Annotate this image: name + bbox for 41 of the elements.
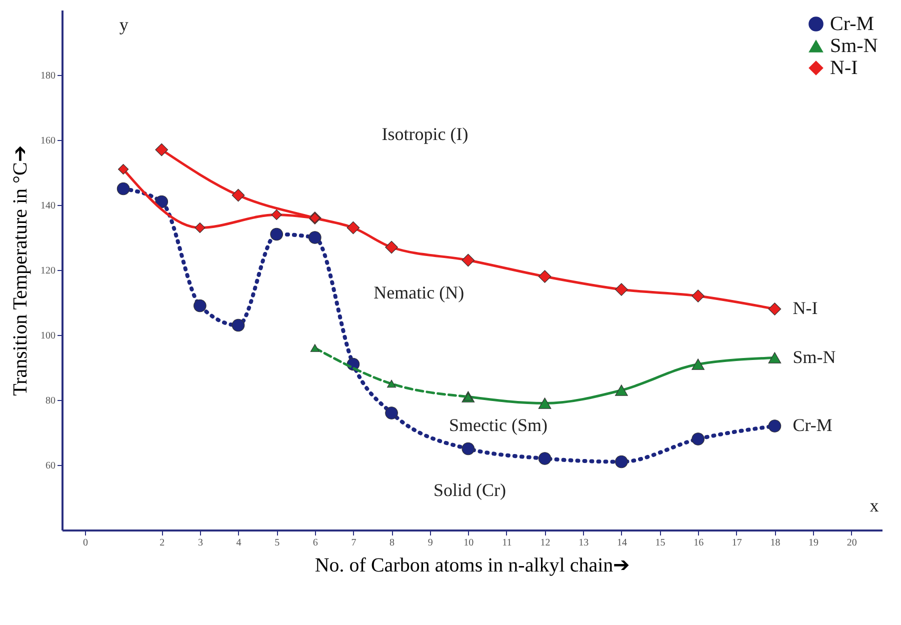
x-tick-label: 0 <box>82 538 88 548</box>
y-tick-label: 160 <box>40 136 56 146</box>
x-tick-label: 4 <box>236 538 242 548</box>
x-tick-label: 15 <box>655 538 666 548</box>
x-tick-label: 10 <box>464 538 474 548</box>
y-tick-label: 100 <box>40 330 56 342</box>
x-tick-label: 7 <box>351 538 356 548</box>
y-tick-label: 60 <box>46 460 56 472</box>
legend-label: Cr-M <box>830 13 874 35</box>
text: N-I <box>792 298 818 318</box>
x-tick-label: 8 <box>390 538 395 548</box>
x-tick-label: 9 <box>428 538 433 548</box>
y-tick-label: 80 <box>46 396 56 406</box>
x-tick-label: 18 <box>770 538 780 548</box>
y-axis-title: Transition Temperature in °C➔ <box>10 145 32 396</box>
x-tick-label: 17 <box>732 538 742 548</box>
y-tick-label: 140 <box>40 200 56 212</box>
x-tick-label: 19 <box>808 538 819 548</box>
annotation: Nematic (N) <box>374 282 464 302</box>
x-tick-label: 14 <box>616 538 627 548</box>
x-tick-label: 3 <box>198 538 203 548</box>
x-axis-title: No. of Carbon atoms in n-alkyl chain➔ <box>314 554 630 576</box>
legend-label: Sm-N <box>830 35 878 57</box>
x-tick-label: 20 <box>846 538 857 548</box>
x-tick-label: 11 <box>502 538 512 548</box>
text: Sm-N <box>792 346 836 367</box>
x-tick-label: 5 <box>274 538 280 548</box>
text: Cr-M <box>792 415 832 435</box>
x-tick-label: 16 <box>694 538 704 548</box>
annotation: x <box>870 496 879 516</box>
annotation: y <box>119 14 128 35</box>
annotation: Smectic (Sm) <box>449 415 548 435</box>
y-tick-label: 120 <box>40 266 56 276</box>
x-tick-label: 6 <box>312 538 318 548</box>
x-tick-label: 12 <box>540 538 550 548</box>
y-tick-label: 180 <box>40 70 56 82</box>
x-tick-label: 2 <box>160 538 165 548</box>
legend-label: N-I <box>830 57 858 79</box>
annotation: Isotropic (I) <box>382 124 468 144</box>
x-tick-label: 13 <box>578 538 589 548</box>
annotation: Solid (Cr) <box>433 480 506 500</box>
